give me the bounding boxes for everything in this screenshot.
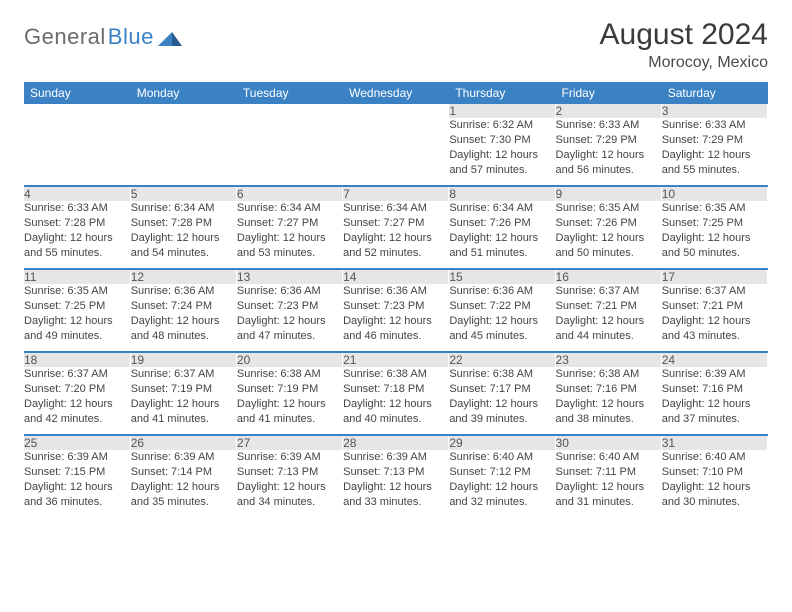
col-header: Saturday xyxy=(661,82,767,104)
brand-logo: GeneralBlue xyxy=(24,18,182,50)
day-number: 30 xyxy=(555,435,661,450)
day-cell: Sunrise: 6:35 AM Sunset: 7:26 PM Dayligh… xyxy=(555,201,661,269)
calendar-table: Sunday Monday Tuesday Wednesday Thursday… xyxy=(24,82,768,518)
calendar-body: 123Sunrise: 6:32 AM Sunset: 7:30 PM Dayl… xyxy=(24,104,768,518)
day-cell xyxy=(130,118,236,186)
day-cell: Sunrise: 6:33 AM Sunset: 7:28 PM Dayligh… xyxy=(24,201,130,269)
day-number: 24 xyxy=(661,352,767,367)
day-cell: Sunrise: 6:39 AM Sunset: 7:14 PM Dayligh… xyxy=(130,450,236,518)
day-number: 21 xyxy=(343,352,449,367)
day-cell: Sunrise: 6:40 AM Sunset: 7:10 PM Dayligh… xyxy=(661,450,767,518)
day-number: 25 xyxy=(24,435,130,450)
day-number-row: 123 xyxy=(24,104,768,118)
brand-triangle-icon xyxy=(158,28,182,46)
weekday-header-row: Sunday Monday Tuesday Wednesday Thursday… xyxy=(24,82,768,104)
day-number: 5 xyxy=(130,186,236,201)
day-number: 10 xyxy=(661,186,767,201)
day-content-row: Sunrise: 6:32 AM Sunset: 7:30 PM Dayligh… xyxy=(24,118,768,186)
day-cell: Sunrise: 6:33 AM Sunset: 7:29 PM Dayligh… xyxy=(555,118,661,186)
day-cell: Sunrise: 6:38 AM Sunset: 7:18 PM Dayligh… xyxy=(343,367,449,435)
day-cell xyxy=(343,118,449,186)
day-number: 12 xyxy=(130,269,236,284)
day-number-row: 18192021222324 xyxy=(24,352,768,367)
day-cell: Sunrise: 6:32 AM Sunset: 7:30 PM Dayligh… xyxy=(449,118,555,186)
day-number: 14 xyxy=(343,269,449,284)
day-number: 23 xyxy=(555,352,661,367)
day-cell: Sunrise: 6:34 AM Sunset: 7:28 PM Dayligh… xyxy=(130,201,236,269)
page-header: GeneralBlue August 2024 Morocoy, Mexico xyxy=(24,18,768,72)
day-number: 29 xyxy=(449,435,555,450)
day-cell: Sunrise: 6:37 AM Sunset: 7:20 PM Dayligh… xyxy=(24,367,130,435)
day-number: 8 xyxy=(449,186,555,201)
day-number: 15 xyxy=(449,269,555,284)
day-number-row: 25262728293031 xyxy=(24,435,768,450)
day-cell: Sunrise: 6:39 AM Sunset: 7:13 PM Dayligh… xyxy=(343,450,449,518)
day-cell: Sunrise: 6:36 AM Sunset: 7:23 PM Dayligh… xyxy=(236,284,342,352)
day-number: 9 xyxy=(555,186,661,201)
day-cell: Sunrise: 6:37 AM Sunset: 7:19 PM Dayligh… xyxy=(130,367,236,435)
day-number: 2 xyxy=(555,104,661,118)
day-content-row: Sunrise: 6:39 AM Sunset: 7:15 PM Dayligh… xyxy=(24,450,768,518)
day-cell: Sunrise: 6:39 AM Sunset: 7:15 PM Dayligh… xyxy=(24,450,130,518)
day-number: 28 xyxy=(343,435,449,450)
day-cell: Sunrise: 6:33 AM Sunset: 7:29 PM Dayligh… xyxy=(661,118,767,186)
day-cell: Sunrise: 6:38 AM Sunset: 7:16 PM Dayligh… xyxy=(555,367,661,435)
col-header: Monday xyxy=(130,82,236,104)
location-label: Morocoy, Mexico xyxy=(600,54,768,72)
day-cell: Sunrise: 6:35 AM Sunset: 7:25 PM Dayligh… xyxy=(24,284,130,352)
day-number: 18 xyxy=(24,352,130,367)
day-number: 3 xyxy=(661,104,767,118)
day-number: 1 xyxy=(449,104,555,118)
day-number-row: 11121314151617 xyxy=(24,269,768,284)
day-cell: Sunrise: 6:40 AM Sunset: 7:12 PM Dayligh… xyxy=(449,450,555,518)
col-header: Sunday xyxy=(24,82,130,104)
col-header: Tuesday xyxy=(236,82,342,104)
day-content-row: Sunrise: 6:37 AM Sunset: 7:20 PM Dayligh… xyxy=(24,367,768,435)
calendar-page: GeneralBlue August 2024 Morocoy, Mexico … xyxy=(0,0,792,518)
day-number-row: 45678910 xyxy=(24,186,768,201)
day-number: 4 xyxy=(24,186,130,201)
day-cell: Sunrise: 6:38 AM Sunset: 7:19 PM Dayligh… xyxy=(236,367,342,435)
day-cell: Sunrise: 6:36 AM Sunset: 7:23 PM Dayligh… xyxy=(343,284,449,352)
day-cell: Sunrise: 6:39 AM Sunset: 7:13 PM Dayligh… xyxy=(236,450,342,518)
day-cell: Sunrise: 6:34 AM Sunset: 7:26 PM Dayligh… xyxy=(449,201,555,269)
day-number: 16 xyxy=(555,269,661,284)
day-number xyxy=(24,104,130,118)
day-content-row: Sunrise: 6:35 AM Sunset: 7:25 PM Dayligh… xyxy=(24,284,768,352)
day-number: 6 xyxy=(236,186,342,201)
day-number: 26 xyxy=(130,435,236,450)
day-cell xyxy=(236,118,342,186)
col-header: Thursday xyxy=(449,82,555,104)
day-cell: Sunrise: 6:36 AM Sunset: 7:22 PM Dayligh… xyxy=(449,284,555,352)
day-number: 7 xyxy=(343,186,449,201)
day-number: 17 xyxy=(661,269,767,284)
brand-part2: Blue xyxy=(108,24,154,50)
day-cell: Sunrise: 6:37 AM Sunset: 7:21 PM Dayligh… xyxy=(555,284,661,352)
day-number xyxy=(343,104,449,118)
month-title: August 2024 xyxy=(600,18,768,52)
col-header: Friday xyxy=(555,82,661,104)
day-cell: Sunrise: 6:36 AM Sunset: 7:24 PM Dayligh… xyxy=(130,284,236,352)
day-number xyxy=(130,104,236,118)
day-cell: Sunrise: 6:40 AM Sunset: 7:11 PM Dayligh… xyxy=(555,450,661,518)
day-number: 19 xyxy=(130,352,236,367)
day-number: 20 xyxy=(236,352,342,367)
day-cell: Sunrise: 6:38 AM Sunset: 7:17 PM Dayligh… xyxy=(449,367,555,435)
day-number: 27 xyxy=(236,435,342,450)
day-number: 13 xyxy=(236,269,342,284)
day-number: 11 xyxy=(24,269,130,284)
brand-part1: General xyxy=(24,24,106,50)
day-cell xyxy=(24,118,130,186)
day-content-row: Sunrise: 6:33 AM Sunset: 7:28 PM Dayligh… xyxy=(24,201,768,269)
day-cell: Sunrise: 6:34 AM Sunset: 7:27 PM Dayligh… xyxy=(343,201,449,269)
col-header: Wednesday xyxy=(343,82,449,104)
day-cell: Sunrise: 6:34 AM Sunset: 7:27 PM Dayligh… xyxy=(236,201,342,269)
day-cell: Sunrise: 6:37 AM Sunset: 7:21 PM Dayligh… xyxy=(661,284,767,352)
day-number xyxy=(236,104,342,118)
day-number: 22 xyxy=(449,352,555,367)
day-number: 31 xyxy=(661,435,767,450)
day-cell: Sunrise: 6:35 AM Sunset: 7:25 PM Dayligh… xyxy=(661,201,767,269)
day-cell: Sunrise: 6:39 AM Sunset: 7:16 PM Dayligh… xyxy=(661,367,767,435)
title-block: August 2024 Morocoy, Mexico xyxy=(600,18,768,72)
